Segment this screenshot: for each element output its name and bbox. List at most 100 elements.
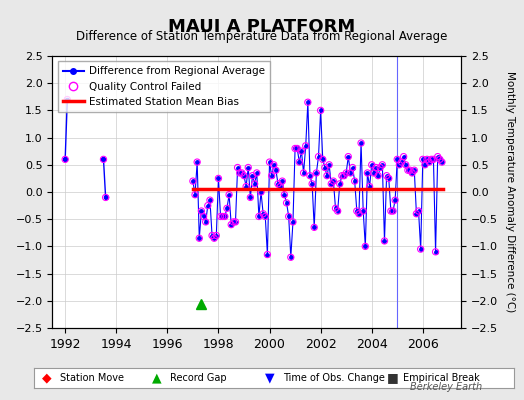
Point: [308, 181, 316, 187]
Point: [433, 154, 442, 160]
Point: [100, 156, 108, 162]
Point: [429, 156, 438, 162]
Point: [223, 205, 231, 212]
Legend: Difference from Regional Average, Quality Control Failed, Estimated Station Mean: Difference from Regional Average, Qualit…: [58, 61, 270, 112]
Point: [233, 164, 242, 171]
Point: [348, 164, 357, 171]
Point: [102, 194, 110, 201]
Point: [346, 170, 355, 176]
Point: [314, 154, 323, 160]
Point: [231, 219, 239, 225]
Point: [276, 183, 285, 190]
Point: [369, 170, 378, 176]
Point: [214, 175, 223, 182]
Point: [431, 249, 440, 255]
Point: [219, 213, 227, 220]
Point: [397, 159, 406, 165]
Point: [412, 210, 421, 217]
Point: [199, 213, 208, 220]
Point: [427, 156, 435, 162]
Point: [297, 148, 305, 154]
Point: [189, 178, 197, 184]
Point: [197, 208, 205, 214]
Point: [337, 172, 346, 179]
Point: [287, 254, 295, 260]
Point: [319, 156, 327, 162]
Point: [438, 159, 446, 165]
Point: [340, 172, 348, 179]
Point: [408, 170, 417, 176]
Point: [261, 213, 269, 220]
Point: [417, 246, 425, 252]
Point: [202, 219, 210, 225]
Point: [410, 167, 419, 174]
Point: [216, 213, 225, 220]
Point: [293, 145, 301, 152]
Point: [327, 181, 335, 187]
Point: [289, 219, 297, 225]
Point: [363, 170, 372, 176]
Point: [380, 238, 389, 244]
Point: [323, 172, 331, 179]
Point: [299, 170, 308, 176]
Point: [285, 213, 293, 220]
Point: [425, 159, 433, 165]
Point: [316, 107, 325, 114]
Point: [265, 159, 274, 165]
Point: [406, 167, 414, 174]
Point: [250, 181, 259, 187]
Point: [255, 213, 263, 220]
Point: [423, 156, 431, 162]
Point: [333, 208, 342, 214]
Point: [329, 178, 337, 184]
Text: Difference of Station Temperature Data from Regional Average: Difference of Station Temperature Data f…: [77, 30, 447, 43]
Point: [193, 159, 201, 165]
Point: [310, 224, 319, 230]
Point: [227, 222, 235, 228]
Point: [257, 189, 265, 195]
Point: [263, 251, 271, 258]
Point: [372, 164, 380, 171]
Text: ■: ■: [387, 372, 399, 384]
Point: [321, 164, 329, 171]
Text: MAUI A PLATFORM: MAUI A PLATFORM: [168, 18, 356, 36]
Point: [331, 205, 340, 212]
Point: [359, 208, 367, 214]
Point: [376, 164, 385, 171]
Point: [335, 181, 344, 187]
Point: [393, 156, 401, 162]
Point: [403, 167, 412, 174]
Point: [63, 96, 71, 103]
Point: [325, 162, 333, 168]
Point: [280, 192, 289, 198]
Point: [267, 172, 276, 179]
Text: ▼: ▼: [265, 372, 275, 384]
Point: [365, 183, 374, 190]
Point: [389, 208, 397, 214]
Point: [270, 162, 278, 168]
Point: [391, 197, 399, 203]
Point: [246, 194, 255, 201]
Text: Station Move: Station Move: [60, 373, 124, 383]
Point: [361, 243, 369, 250]
Point: [351, 178, 359, 184]
Text: Empirical Break: Empirical Break: [403, 373, 480, 383]
Point: [306, 172, 314, 179]
Text: ◆: ◆: [42, 372, 52, 384]
Point: [291, 145, 299, 152]
Point: [191, 192, 199, 198]
Point: [208, 232, 216, 239]
Point: [274, 181, 282, 187]
Point: [295, 159, 303, 165]
Point: [248, 172, 257, 179]
Point: [225, 192, 233, 198]
Point: [206, 197, 214, 203]
Point: [421, 162, 429, 168]
Point: [395, 162, 403, 168]
Point: [61, 156, 69, 162]
Point: [399, 154, 408, 160]
Text: ▲: ▲: [152, 372, 162, 384]
Point: [282, 200, 291, 206]
Point: [210, 235, 219, 242]
Point: [401, 162, 410, 168]
